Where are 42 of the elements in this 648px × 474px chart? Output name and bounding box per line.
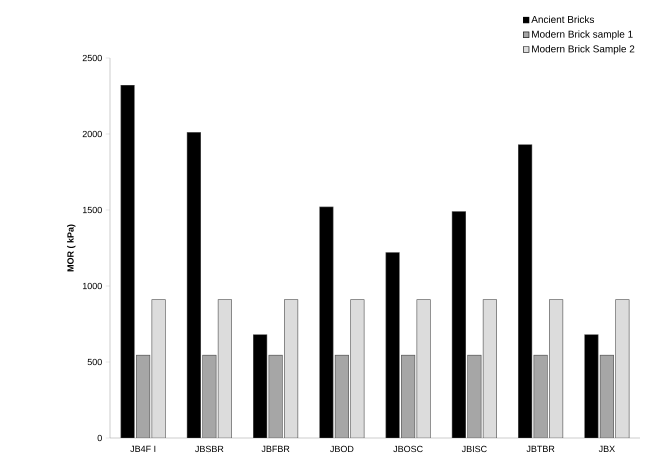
bar (334, 354, 349, 438)
y-tick-label: 0 (98, 434, 102, 442)
x-tick-label: JBFBR (262, 446, 290, 452)
y-tick-label: 1000 (82, 282, 102, 290)
bar (534, 354, 548, 438)
bar (253, 334, 268, 438)
bar (386, 252, 400, 438)
bar (350, 299, 364, 438)
x-tick-label: JBISC (462, 446, 487, 452)
bar (152, 299, 166, 438)
bar (186, 132, 201, 438)
y-tick-label: 2000 (82, 130, 102, 138)
y-tick-label: 1500 (82, 206, 102, 214)
bar (319, 206, 334, 438)
bar (268, 354, 283, 438)
bar (284, 299, 298, 438)
bar (549, 299, 564, 438)
bar (401, 354, 416, 438)
x-tick-label: JBSBR (195, 446, 224, 452)
bar (600, 354, 614, 438)
bar (452, 211, 466, 438)
bar (416, 299, 431, 438)
y-axis-title: MOR ( kPa) (67, 224, 76, 272)
y-tick-label: 500 (88, 358, 102, 366)
y-tick-label: 2500 (82, 54, 102, 62)
x-tick-label: JBTBR (526, 446, 554, 452)
x-tick-label: JB4F I (130, 446, 156, 452)
x-tick-label: JBOSC (393, 446, 423, 452)
bar (518, 144, 532, 438)
bar (120, 85, 135, 438)
bar (218, 299, 232, 438)
bar (202, 354, 216, 438)
x-tick-label: JBX (598, 446, 615, 452)
bar (136, 354, 150, 438)
x-tick-label: JBOD (330, 446, 354, 452)
legend-label: Ancient Bricks (531, 16, 594, 24)
bar (584, 334, 598, 438)
bar (467, 354, 482, 438)
legend-label: Modern Brick Sample 2 (532, 45, 634, 54)
bar (482, 299, 497, 438)
bar (615, 299, 630, 438)
legend-label: Modern Brick sample 1 (532, 30, 633, 40)
